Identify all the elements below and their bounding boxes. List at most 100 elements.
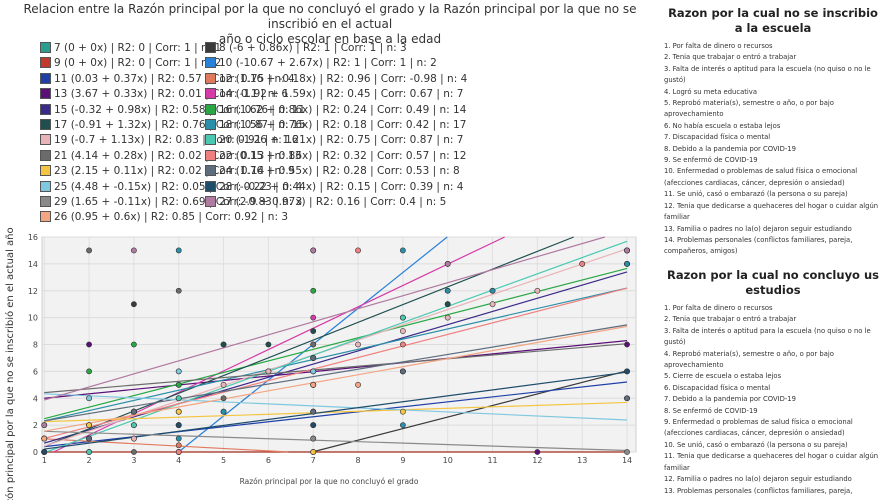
legend-item[interactable]: 14 (-1.92 + 1.59x) | R2: 0.45 | Corr: 0.… [205, 88, 463, 101]
legend-swatch [40, 57, 51, 69]
reason-list-item: compañeros, amigos) [664, 247, 738, 256]
data-point-22 [355, 247, 361, 254]
legend-item[interactable]: 13 (3.67 + 0.33x) | R2: 0.01 | Corr: 0.1… [40, 88, 288, 101]
x-tick-label: 1 [42, 456, 47, 465]
x-tick-label: 11 [487, 456, 497, 465]
legend-label: 28 (-0.22 + 0.44x) | R2: 0.15 | Corr: 0.… [219, 180, 464, 193]
regression-line-27 [44, 236, 606, 401]
legend-item[interactable]: 20 (-1.26 + 1.21x) | R2: 0.75 | Corr: 0.… [205, 134, 463, 147]
data-point-18 [624, 260, 630, 267]
legend-label: 20 (-1.26 + 1.21x) | R2: 0.75 | Corr: 0.… [219, 134, 464, 147]
legend-label: 14 (-1.92 + 1.59x) | R2: 0.45 | Corr: 0.… [219, 88, 464, 101]
data-point-18 [175, 435, 182, 442]
legend-item[interactable]: 8 (-6 + 0.86x) | R2: 1 | Corr: 1 | n: 3 [205, 42, 407, 55]
y-tick-label: 14 [28, 260, 38, 269]
legend-label: 23 (2.15 + 0.11x) | R2: 0.02 | Corr: 0.1… [54, 165, 295, 178]
data-point-23 [86, 422, 92, 429]
reason-list-item: 2. Tenia que trabajar o entró a trabajar [664, 315, 797, 324]
data-point-16 [86, 368, 92, 375]
data-point-16 [131, 341, 137, 348]
legend-item[interactable]: 22 (0.15 + 0.86x) | R2: 0.32 | Corr: 0.5… [205, 149, 466, 163]
legend-item[interactable]: 12 (1.16 + -0.18x) | R2: 0.96 | Corr: -0… [205, 72, 467, 86]
legend-label: 11 (0.03 + 0.37x) | R2: 0.57 | Corr: 0.7… [54, 72, 295, 85]
regression-line-24 [44, 324, 628, 422]
regression-line-16 [44, 267, 628, 420]
regression-line-20 [45, 240, 628, 453]
data-point-22 [399, 341, 406, 348]
regression-line-8 [312, 370, 628, 453]
x-tick-label: 6 [266, 456, 271, 465]
legend-item[interactable]: 16 (1.62 + 0.86x) | R2: 0.24 | Corr: 0.4… [205, 103, 466, 117]
side-panel-title: Razon por la cual no se inscribio a la e… [668, 6, 878, 35]
legend-label: 24 (1.76 + 0.55x) | R2: 0.28 | Corr: 0.5… [219, 165, 460, 178]
legend-item[interactable]: 28 (-0.22 + 0.44x) | R2: 0.15 | Corr: 0.… [205, 180, 464, 194]
reason-list-item: 1. Por falta de dinero o recursos [664, 304, 773, 312]
reason-list-item: gustó) [664, 76, 686, 85]
legend-item[interactable]: 26 (0.95 + 0.6x) | R2: 0.85 | Corr: 0.92… [40, 211, 288, 224]
data-point-19 [444, 314, 451, 321]
regression-line-25 [44, 393, 628, 421]
data-point-24 [399, 368, 406, 375]
legend-item[interactable]: 27 (2.9 + 0.97x) | R2: 0.16 | Corr: 0.4 … [205, 196, 446, 209]
regression-line-12 [44, 438, 289, 453]
x-tick-label: 2 [87, 456, 92, 465]
data-point-16 [175, 381, 182, 388]
legend-swatch [40, 180, 51, 192]
data-point-29 [624, 449, 630, 455]
legend-item[interactable]: 25 (4.48 + -0.15x) | R2: 0.05 | Corr: -0… [40, 180, 302, 194]
x-axis-label: Razón principal por la que no concluyó e… [240, 477, 419, 486]
reason-list: 1. Por falta de dinero o recursos 2. Teni… [664, 303, 882, 497]
x-tick-label: 14 [622, 456, 632, 465]
data-point-17 [265, 341, 272, 348]
legend-item[interactable]: 9 (0 + 0x) | R2: 0 | Corr: 1 | n: 2 [40, 57, 221, 70]
data-point-24 [131, 408, 137, 415]
data-point-13 [624, 341, 630, 348]
data-point-13 [534, 449, 541, 455]
legend-swatch [205, 196, 216, 207]
data-point-21 [86, 247, 92, 254]
chart-title-line1: Relacion entre la Razón principal por la… [23, 2, 637, 31]
y-tick-label: 4 [33, 394, 38, 403]
data-point-27 [41, 422, 48, 429]
legend-label: 7 (0 + 0x) | R2: 0 | Corr: 1 | n: 1 [54, 42, 222, 54]
legend-item[interactable]: 23 (2.15 + 0.11x) | R2: 0.02 | Corr: 0.1… [40, 165, 295, 178]
reason-list-item: aprovechamiento [664, 110, 724, 119]
data-point-18 [399, 422, 406, 429]
reason-list-item: 14. Problemas personales (conflictos fam… [664, 235, 853, 244]
legend-item[interactable]: 7 (0 + 0x) | R2: 0 | Corr: 1 | n: 1 [40, 42, 221, 55]
data-point-21 [131, 449, 137, 455]
data-point-24 [310, 408, 317, 415]
legend-swatch [205, 180, 216, 192]
legend-label: 15 (-0.32 + 0.98x) | R2: 0.58 | Corr: 0.… [54, 103, 306, 116]
data-point-26 [355, 381, 361, 388]
chart-title: Relacion entre la Razón principal por la… [0, 2, 660, 47]
regression-line-15 [44, 271, 628, 444]
legend-item[interactable]: 11 (0.03 + 0.37x) | R2: 0.57 | Corr: 0.7… [40, 72, 295, 86]
data-point-27 [624, 247, 630, 254]
legend-item[interactable]: 18 (1.56 + 0.76x) | R2: 0.18 | Corr: 0.4… [205, 119, 466, 132]
reason-list-item: familiar [664, 463, 690, 472]
legend-item[interactable]: 10 (-10.67 + 2.67x) | R2: 1 | Corr: 1 | … [205, 57, 437, 70]
data-point-14 [310, 314, 317, 321]
legend-item[interactable]: 15 (-0.32 + 0.98x) | R2: 0.58 | Corr: 0.… [40, 103, 306, 117]
reason-list-item: aprovechamiento [664, 361, 724, 370]
chart-title-line2: año o ciclo escolar en base a la edad [218, 32, 442, 46]
legend-swatch [205, 88, 216, 100]
legend-swatch [40, 88, 51, 100]
legend-item[interactable]: 17 (-0.91 + 1.32x) | R2: 0.76 | Corr: 0.… [40, 119, 305, 132]
legend-label: 27 (2.9 + 0.97x) | R2: 0.16 | Corr: 0.4 … [219, 196, 447, 208]
legend-item[interactable]: 21 (4.14 + 0.28x) | R2: 0.02 | Corr: 0.1… [40, 149, 301, 163]
legend-item[interactable]: 29 (1.65 + -0.11x) | R2: 0.69 | Corr: -0… [40, 196, 302, 209]
legend-swatch [205, 72, 216, 84]
legend-item[interactable]: 19 (-0.7 + 1.13x) | R2: 0.83 | Corr: 0.9… [40, 134, 298, 147]
regression-line-23 [44, 401, 628, 423]
data-point-24 [310, 355, 317, 361]
data-point-21 [220, 395, 227, 402]
reason-list-item: (afecciones cardiacas, cáncer, depresión… [664, 178, 845, 187]
data-point-21 [310, 341, 317, 348]
legend-label: 10 (-10.67 + 2.67x) | R2: 1 | Corr: 1 | … [219, 57, 437, 70]
data-point-22 [579, 260, 586, 267]
legend-item[interactable]: 24 (1.76 + 0.55x) | R2: 0.28 | Corr: 0.5… [205, 165, 460, 178]
data-point-20 [86, 449, 92, 455]
